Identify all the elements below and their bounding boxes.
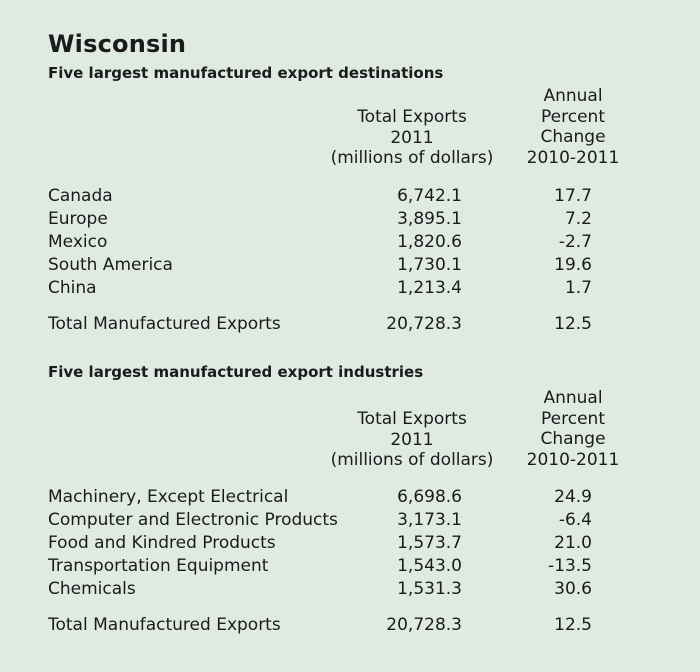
row-label: Mexico [48,232,108,252]
row-value: 3,173.1 [397,510,462,530]
table-row: South America 1,730.1 19.6 [48,254,668,277]
row-value: 1,573.7 [397,533,462,553]
column-header-line: Total Exports [357,409,467,429]
column-header-line: Annual [543,388,603,408]
row-change: 1.7 [564,278,592,298]
page-title: Wisconsin [48,30,187,58]
column-header-line: (millions of dollars) [330,148,494,168]
row-label: Europe [48,209,108,229]
row-value: 1,543.0 [397,556,462,576]
table-row: Machinery, Except Electrical 6,698.6 24.… [48,486,668,509]
row-value: 1,213.4 [397,278,462,298]
column-header-line: 2010-2011 [526,449,620,470]
table-row: Computer and Electronic Products 3,173.1… [48,509,668,532]
row-change: 21.0 [554,533,592,553]
table-row: Transportation Equipment 1,543.0 -13.5 [48,555,668,578]
row-change: 17.7 [554,186,592,206]
column-header-line: Percent [541,106,605,127]
row-change: 24.9 [554,487,592,507]
column-header-line: Total Exports [357,107,467,127]
column-header-line: Change [540,127,606,147]
column-header-line: 2011 [390,429,434,450]
table-row: China 1,213.4 1.7 [48,277,668,300]
column-header-line: Percent [541,408,605,429]
total-row: Total Manufactured Exports 20,728.3 12.5 [48,313,668,336]
total-change: 12.5 [554,615,592,635]
column-header-total-exports: Total Exports 2011 (millions of dollars) [322,409,502,471]
row-value: 6,742.1 [397,186,462,206]
column-header-line: Annual [543,86,603,106]
column-header-annual-change: Annual Percent Change 2010-2011 [508,388,638,470]
table-row: Mexico 1,820.6 -2.7 [48,231,668,254]
row-label: South America [48,255,173,275]
total-label: Total Manufactured Exports [48,314,281,334]
row-value: 1,820.6 [397,232,462,252]
row-label: Computer and Electronic Products [48,510,338,530]
row-change: -6.4 [558,510,592,530]
column-header-line: (millions of dollars) [330,450,494,470]
row-value: 1,730.1 [397,255,462,275]
column-header-annual-change: Annual Percent Change 2010-2011 [508,86,638,168]
total-label: Total Manufactured Exports [48,615,281,635]
table-row: Canada 6,742.1 17.7 [48,185,668,208]
row-value: 3,895.1 [397,209,462,229]
column-header-total-exports: Total Exports 2011 (millions of dollars) [322,107,502,169]
row-change: 7.2 [564,209,592,229]
row-label: China [48,278,97,298]
total-change: 12.5 [554,314,592,334]
table-row: Europe 3,895.1 7.2 [48,208,668,231]
section-subtitle-industries: Five largest manufactured export industr… [48,363,424,381]
column-header-line: 2010-2011 [526,147,620,168]
total-value: 20,728.3 [386,615,462,635]
total-row: Total Manufactured Exports 20,728.3 12.5 [48,614,668,637]
row-value: 1,531.3 [397,579,462,599]
column-header-line: 2011 [390,127,434,148]
row-label: Machinery, Except Electrical [48,487,289,507]
row-label: Food and Kindred Products [48,533,276,553]
row-change: 19.6 [554,255,592,275]
total-value: 20,728.3 [386,314,462,334]
table-row: Food and Kindred Products 1,573.7 21.0 [48,532,668,555]
column-header-line: Change [540,429,606,449]
row-value: 6,698.6 [397,487,462,507]
row-change: 30.6 [554,579,592,599]
table-row: Chemicals 1,531.3 30.6 [48,578,668,601]
row-label: Chemicals [48,579,136,599]
row-change: -2.7 [558,232,592,252]
row-change: -13.5 [548,556,592,576]
row-label: Transportation Equipment [48,556,269,576]
row-label: Canada [48,186,113,206]
section-subtitle-destinations: Five largest manufactured export destina… [48,64,444,82]
